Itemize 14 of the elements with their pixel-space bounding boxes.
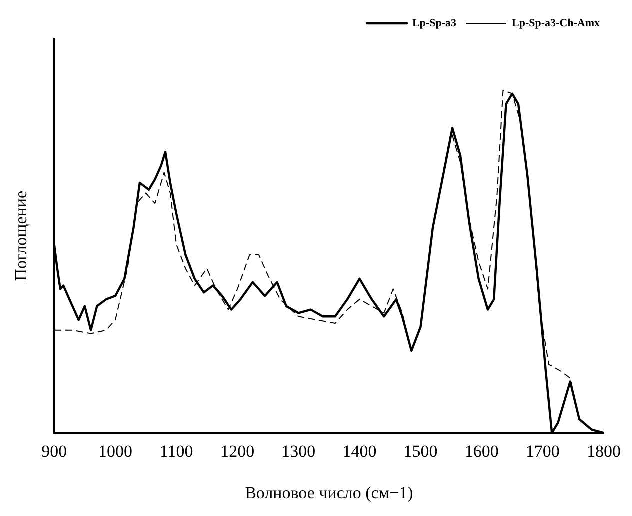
- legend-label: Lp-Sp-a3: [412, 17, 457, 30]
- x-tick-label: 900: [42, 442, 68, 461]
- x-axis-title: Волновое число (см−1): [245, 483, 414, 502]
- x-tick-label: 1200: [220, 442, 255, 461]
- x-tick-label: 1800: [587, 442, 621, 461]
- legend-label: Lp-Sp-a3-Ch-Amx: [512, 17, 600, 30]
- x-tick-label: 1100: [160, 442, 194, 461]
- x-tick-label: 1500: [404, 442, 438, 461]
- x-tick-label: 1600: [464, 442, 499, 461]
- y-axis-title: Поглощение: [12, 190, 31, 282]
- x-tick-label: 1400: [342, 442, 377, 461]
- x-tick-label: 1300: [282, 442, 316, 461]
- x-tick-label: 1000: [98, 442, 132, 461]
- x-tick-label: 1700: [526, 442, 560, 461]
